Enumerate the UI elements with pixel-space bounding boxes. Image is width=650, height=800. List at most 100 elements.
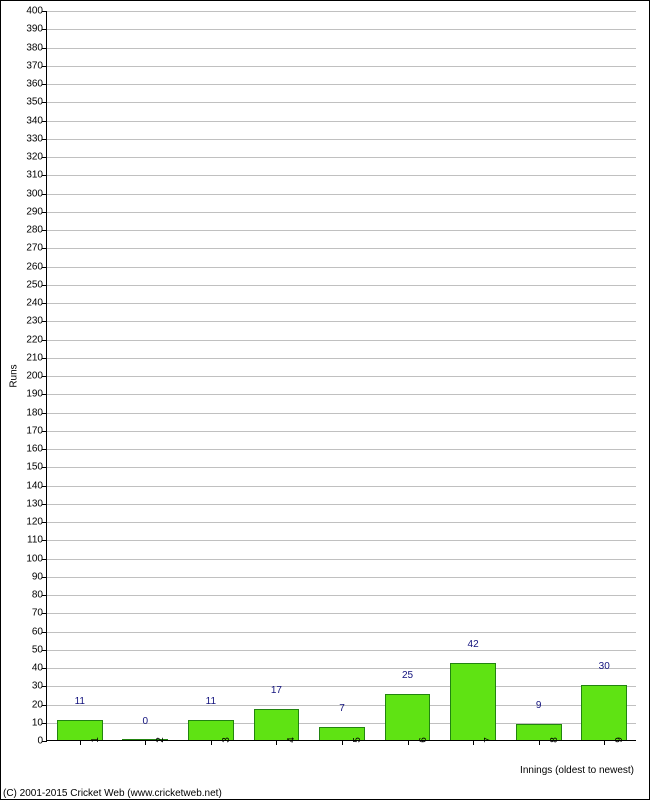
y-tick-label: 280 — [26, 225, 47, 236]
y-tick-label: 330 — [26, 133, 47, 144]
gridline — [47, 303, 636, 304]
x-tick-label: 2 — [145, 737, 166, 743]
gridline — [47, 449, 636, 450]
chart-frame: 0102030405060708090100110120130140150160… — [0, 0, 650, 800]
y-tick-label: 350 — [26, 97, 47, 108]
y-tick-label: 180 — [26, 407, 47, 418]
gridline — [47, 29, 636, 30]
y-tick-label: 340 — [26, 115, 47, 126]
bar-value-label: 25 — [402, 670, 413, 681]
gridline — [47, 686, 636, 687]
y-tick-label: 360 — [26, 79, 47, 90]
gridline — [47, 102, 636, 103]
y-tick-label: 390 — [26, 24, 47, 35]
gridline — [47, 321, 636, 322]
plot-area: 0102030405060708090100110120130140150160… — [46, 11, 636, 741]
x-tick-label: 3 — [211, 737, 232, 743]
y-tick-label: 0 — [37, 736, 47, 747]
y-tick-label: 210 — [26, 352, 47, 363]
gridline — [47, 668, 636, 669]
gridline — [47, 431, 636, 432]
x-tick-label: 6 — [408, 737, 429, 743]
gridline — [47, 340, 636, 341]
bar — [450, 663, 496, 740]
y-tick-label: 200 — [26, 371, 47, 382]
bar-value-label: 17 — [271, 685, 282, 696]
y-tick-label: 290 — [26, 206, 47, 217]
x-tick-label: 5 — [342, 737, 363, 743]
bar — [385, 694, 431, 740]
gridline — [47, 157, 636, 158]
gridline — [47, 413, 636, 414]
gridline — [47, 540, 636, 541]
gridline — [47, 394, 636, 395]
gridline — [47, 175, 636, 176]
gridline — [47, 285, 636, 286]
gridline — [47, 139, 636, 140]
x-tick-label: 9 — [604, 737, 625, 743]
x-tick-label: 1 — [80, 737, 101, 743]
gridline — [47, 595, 636, 596]
y-tick-label: 90 — [32, 571, 47, 582]
y-tick-label: 110 — [27, 535, 47, 546]
y-tick-label: 140 — [26, 480, 47, 491]
y-tick-label: 230 — [26, 316, 47, 327]
bar-value-label: 9 — [536, 700, 542, 711]
bar-value-label: 42 — [468, 639, 479, 650]
gridline — [47, 84, 636, 85]
y-tick-label: 170 — [26, 425, 47, 436]
bar-value-label: 30 — [599, 661, 610, 672]
y-tick-label: 320 — [26, 152, 47, 163]
gridline — [47, 613, 636, 614]
y-tick-label: 40 — [32, 663, 47, 674]
gridline — [47, 248, 636, 249]
bar-value-label: 7 — [339, 703, 345, 714]
gridline — [47, 504, 636, 505]
y-tick-label: 260 — [26, 261, 47, 272]
gridline — [47, 212, 636, 213]
gridline — [47, 194, 636, 195]
y-tick-label: 30 — [32, 681, 47, 692]
y-tick-label: 250 — [26, 279, 47, 290]
gridline — [47, 66, 636, 67]
gridline — [47, 522, 636, 523]
bar — [254, 709, 300, 740]
gridline — [47, 48, 636, 49]
y-tick-label: 310 — [26, 170, 47, 181]
gridline — [47, 577, 636, 578]
y-tick-label: 270 — [26, 243, 47, 254]
y-tick-label: 400 — [26, 6, 47, 17]
gridline — [47, 267, 636, 268]
gridline — [47, 650, 636, 651]
y-tick-label: 60 — [32, 626, 47, 637]
y-tick-label: 70 — [32, 608, 47, 619]
gridline — [47, 467, 636, 468]
gridline — [47, 559, 636, 560]
y-tick-label: 130 — [26, 498, 47, 509]
y-tick-label: 380 — [26, 42, 47, 53]
y-tick-label: 190 — [26, 389, 47, 400]
x-tick-label: 4 — [276, 737, 297, 743]
y-tick-label: 220 — [26, 334, 47, 345]
gridline — [47, 358, 636, 359]
y-tick-label: 150 — [26, 462, 47, 473]
y-tick-label: 370 — [26, 60, 47, 71]
y-tick-label: 20 — [32, 699, 47, 710]
gridline — [47, 121, 636, 122]
y-tick-label: 120 — [26, 517, 47, 528]
gridline — [47, 230, 636, 231]
y-tick-label: 300 — [26, 188, 47, 199]
y-tick-label: 160 — [26, 444, 47, 455]
x-tick-label: 7 — [473, 737, 494, 743]
y-tick-label: 80 — [32, 590, 47, 601]
y-tick-label: 50 — [32, 644, 47, 655]
y-tick-label: 100 — [26, 553, 47, 564]
gridline — [47, 376, 636, 377]
bar — [581, 685, 627, 740]
y-axis-title: Runs — [9, 364, 20, 387]
x-tick-label: 8 — [539, 737, 560, 743]
y-tick-label: 10 — [32, 717, 47, 728]
copyright-footer: (C) 2001-2015 Cricket Web (www.cricketwe… — [3, 788, 222, 799]
bar-value-label: 11 — [206, 696, 216, 707]
gridline — [47, 11, 636, 12]
